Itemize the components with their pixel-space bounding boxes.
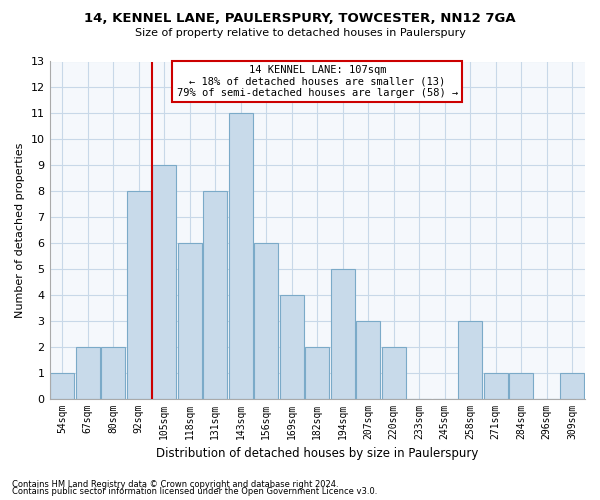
Text: Size of property relative to detached houses in Paulerspury: Size of property relative to detached ho…	[134, 28, 466, 38]
Text: Contains HM Land Registry data © Crown copyright and database right 2024.: Contains HM Land Registry data © Crown c…	[12, 480, 338, 489]
Bar	[229, 114, 253, 399]
Y-axis label: Number of detached properties: Number of detached properties	[15, 142, 25, 318]
Text: 14, KENNEL LANE, PAULERSPURY, TOWCESTER, NN12 7GA: 14, KENNEL LANE, PAULERSPURY, TOWCESTER,…	[84, 12, 516, 26]
X-axis label: Distribution of detached houses by size in Paulerspury: Distribution of detached houses by size …	[156, 447, 478, 460]
Text: Contains public sector information licensed under the Open Government Licence v3: Contains public sector information licen…	[12, 487, 377, 496]
Bar	[484, 372, 508, 398]
Bar	[280, 295, 304, 399]
Bar	[382, 346, 406, 399]
Bar	[152, 165, 176, 398]
Bar	[458, 321, 482, 398]
Bar	[76, 346, 100, 399]
Bar	[50, 372, 74, 398]
Bar	[254, 243, 278, 398]
Bar	[127, 191, 151, 398]
Bar	[356, 321, 380, 398]
Bar	[203, 191, 227, 398]
Bar	[509, 372, 533, 398]
Bar	[101, 346, 125, 399]
Bar	[305, 346, 329, 399]
Bar	[331, 269, 355, 398]
Text: 14 KENNEL LANE: 107sqm
← 18% of detached houses are smaller (13)
79% of semi-det: 14 KENNEL LANE: 107sqm ← 18% of detached…	[176, 65, 458, 98]
Bar	[178, 243, 202, 398]
Bar	[560, 372, 584, 398]
